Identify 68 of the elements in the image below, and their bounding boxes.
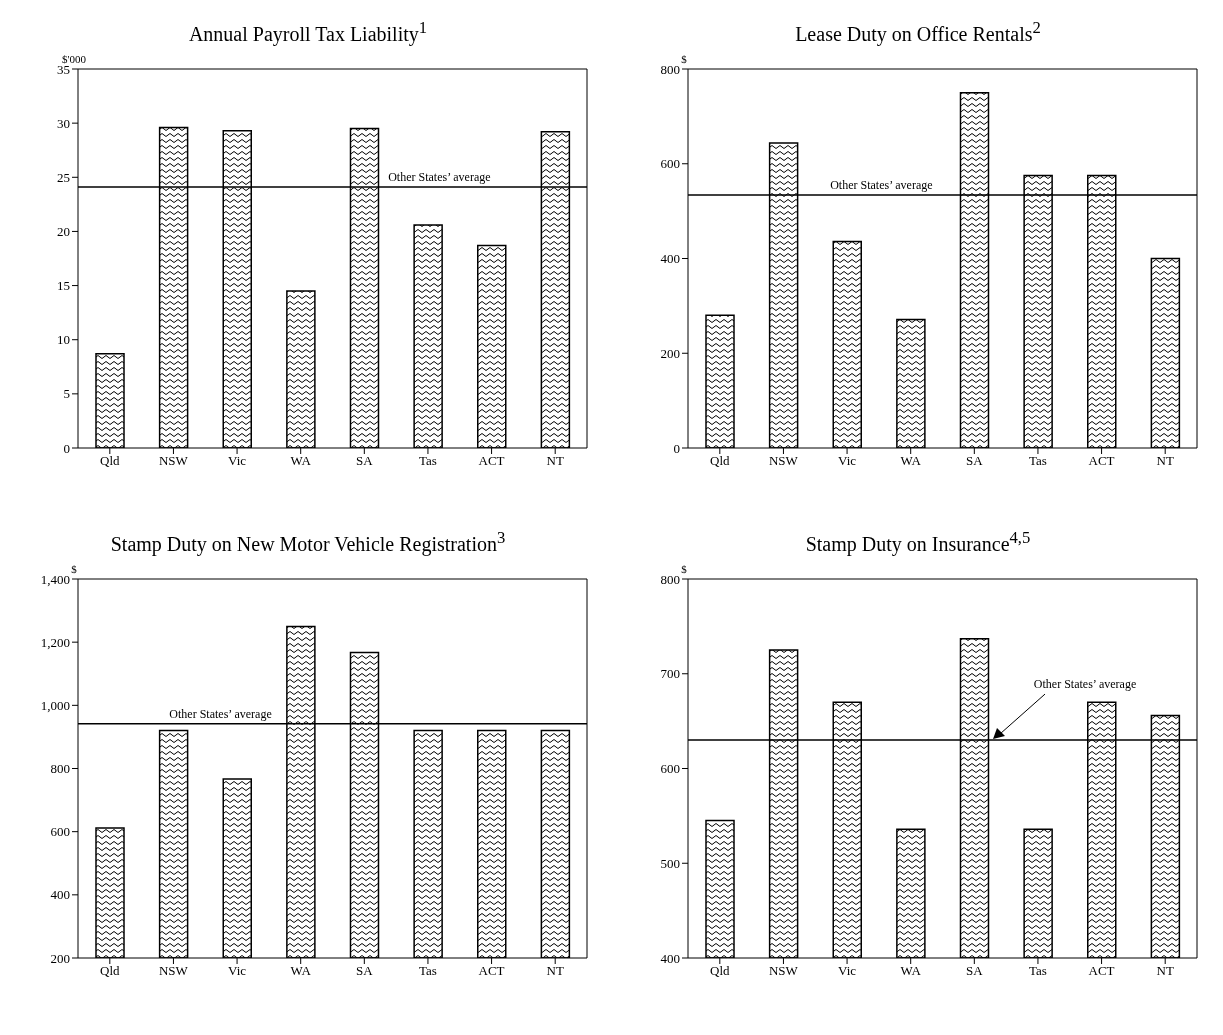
x-tick-label: NT [1156, 453, 1174, 469]
x-tick-label: Qld [710, 963, 731, 979]
y-tick-label: 600 [50, 824, 70, 840]
ref-line-label: Other States’ average [1033, 677, 1137, 692]
y-axis-title: $'000 [62, 53, 87, 65]
x-tick-label: Vic [838, 963, 857, 979]
chart-title: Stamp Duty on Insurance$^{4,5}$ [804, 527, 1032, 558]
x-tick-label: ACT [478, 963, 505, 979]
y-tick-label: 700 [660, 666, 680, 682]
y-tick-label: 500 [660, 855, 680, 871]
y-tick-label: 1,400 [40, 571, 70, 587]
x-tick-label: Qld [100, 963, 121, 979]
x-tick-label: Tas [419, 453, 437, 469]
chart-title: Annual Payroll Tax Liability$^{1}$ [187, 17, 429, 48]
y-axis-title: $ [681, 563, 688, 575]
x-tick-label: NT [1156, 963, 1174, 979]
y-tick-label: 800 [660, 571, 680, 587]
y-tick-label: 20 [57, 224, 70, 240]
x-tick-label: NT [546, 453, 564, 469]
y-tick-label: 0 [63, 440, 70, 456]
x-tick-label: NSW [768, 963, 799, 979]
y-tick-label: 400 [50, 887, 70, 903]
y-axis-title: $ [681, 53, 688, 65]
x-tick-label: Vic [838, 453, 857, 469]
x-tick-label: Tas [419, 963, 437, 979]
x-tick-label: Tas [1029, 453, 1047, 469]
x-tick-label: NSW [158, 963, 189, 979]
x-tick-label: Tas [1029, 963, 1047, 979]
y-tick-label: 600 [660, 156, 680, 172]
y-tick-label: 400 [660, 950, 680, 966]
y-tick-label: 600 [660, 761, 680, 777]
y-tick-label: 5 [63, 386, 70, 402]
y-axis-title: $ [71, 563, 78, 575]
x-tick-label: ACT [1088, 963, 1115, 979]
x-tick-label: NT [546, 963, 564, 979]
x-tick-label: SA [966, 453, 984, 469]
y-tick-label: 15 [57, 278, 70, 294]
y-tick-label: 400 [660, 251, 680, 267]
x-tick-label: NSW [158, 453, 189, 469]
x-tick-label: SA [356, 963, 374, 979]
x-tick-label: WA [290, 453, 312, 469]
x-tick-label: SA [966, 963, 984, 979]
x-tick-label: Qld [710, 453, 731, 469]
x-tick-label: Vic [228, 453, 247, 469]
y-tick-label: 30 [57, 115, 70, 131]
y-tick-label: 1,200 [40, 634, 70, 650]
x-tick-label: SA [356, 453, 374, 469]
y-tick-label: 200 [50, 950, 70, 966]
x-tick-label: ACT [478, 453, 505, 469]
x-tick-label: WA [290, 963, 312, 979]
y-tick-label: 800 [660, 61, 680, 77]
x-tick-label: WA [900, 963, 922, 979]
x-tick-label: Qld [100, 453, 121, 469]
ref-line-label: Other States’ average [169, 706, 272, 721]
x-tick-label: NSW [768, 453, 799, 469]
y-tick-label: 10 [57, 332, 70, 348]
x-tick-label: ACT [1088, 453, 1115, 469]
ref-line-label: Other States’ average [388, 170, 491, 185]
y-tick-label: 25 [57, 169, 70, 185]
chart-title: Lease Duty on Office Rentals$^{2}$ [794, 17, 1042, 48]
x-tick-label: WA [900, 453, 922, 469]
ref-line-label: Other States’ average [830, 178, 933, 193]
y-tick-label: 200 [660, 345, 680, 361]
y-tick-label: 1,000 [40, 697, 70, 713]
x-tick-label: Vic [228, 963, 247, 979]
chart-title: Stamp Duty on New Motor Vehicle Registration$^{3}$ [109, 527, 507, 558]
y-tick-label: 0 [673, 440, 680, 456]
y-tick-label: 800 [50, 761, 70, 777]
